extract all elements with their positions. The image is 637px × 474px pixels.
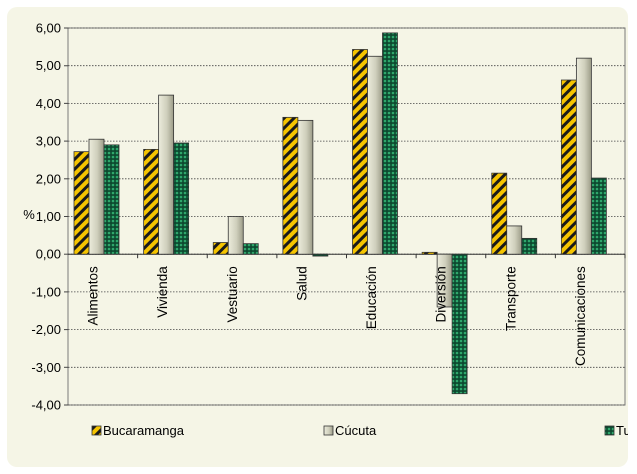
bar-tunja-5 [451, 253, 468, 395]
category-label: Educación [364, 266, 379, 329]
bar-bucaramanga-1 [143, 148, 160, 255]
bar-bucaramanga-4 [352, 49, 368, 255]
legend-label: Bucaramanga [103, 423, 185, 438]
bar-bucaramanga-3 [282, 116, 299, 255]
bar-tunja-7 [590, 177, 607, 255]
category-label: Diversión [434, 266, 449, 322]
bar-ccuta-1 [158, 94, 175, 255]
bar-tunja-4 [382, 32, 398, 255]
bar-tunja-6 [521, 237, 538, 255]
legend-label: Cúcuta [335, 423, 377, 438]
legend-swatch [604, 425, 615, 436]
bar-ccuta-4 [367, 55, 383, 255]
bar-bucaramanga-0 [73, 151, 90, 255]
category-labels: Alimentos Vivienda Vestuario Salud Educación… [86, 266, 588, 366]
legend-swatch [91, 425, 102, 436]
bar-ccuta-0 [88, 138, 105, 255]
y-tick-label: -2,00 [31, 322, 61, 337]
y-tick-label: 5,00 [36, 58, 61, 73]
y-tick-label: -3,00 [31, 360, 61, 375]
bar-bucaramanga-6 [491, 172, 508, 255]
legend: Bucaramanga Cúcuta Tunja [91, 423, 628, 438]
bar-ccuta-7 [575, 57, 592, 255]
bar-bucaramanga-5 [421, 251, 438, 255]
bar-ccuta-2 [227, 216, 244, 255]
y-tick-label: 3,00 [36, 134, 61, 149]
chart-area: 6,00 5,00 4,00 3,00 2,00 1,00 0,00 -1,00 -2,00 -3… [7, 7, 628, 467]
bar-tunja-0 [103, 144, 120, 255]
bar-layer [73, 32, 607, 395]
bar-tunja-1 [173, 142, 190, 255]
bar-ccuta-3 [297, 119, 314, 255]
category-label: Alimentos [86, 266, 101, 326]
bar-chart: 6,00 5,00 4,00 3,00 2,00 1,00 0,00 -1,00 -2,00 -3… [23, 21, 628, 439]
bar-bucaramanga-2 [212, 242, 229, 255]
grid-layer: 6,00 5,00 4,00 3,00 2,00 1,00 0,00 -1,00 -2,00 -3… [23, 21, 626, 413]
bar-ccuta-6 [506, 225, 523, 255]
y-tick-label: 2,00 [36, 171, 61, 186]
legend-label: Tunja [616, 423, 628, 438]
category-label: Salud [294, 266, 309, 301]
y-tick-label: 0,00 [36, 247, 61, 262]
bar-tunja-3 [312, 253, 329, 257]
category-label: Comunicaciones [573, 266, 588, 366]
legend-swatch [323, 425, 334, 436]
y-tick-label: 6,00 [36, 21, 61, 36]
y-axis-label: % [23, 207, 35, 222]
bar-bucaramanga-7 [560, 79, 577, 255]
category-label: Vivienda [155, 266, 170, 318]
category-label: Vestuario [225, 266, 240, 322]
y-tick-label: 1,00 [36, 209, 61, 224]
y-tick-label: 4,00 [36, 96, 61, 111]
bar-tunja-2 [242, 243, 259, 255]
category-label: Transporte [503, 266, 518, 331]
y-tick-label: -4,00 [31, 398, 61, 413]
y-tick-label: -1,00 [31, 284, 61, 299]
